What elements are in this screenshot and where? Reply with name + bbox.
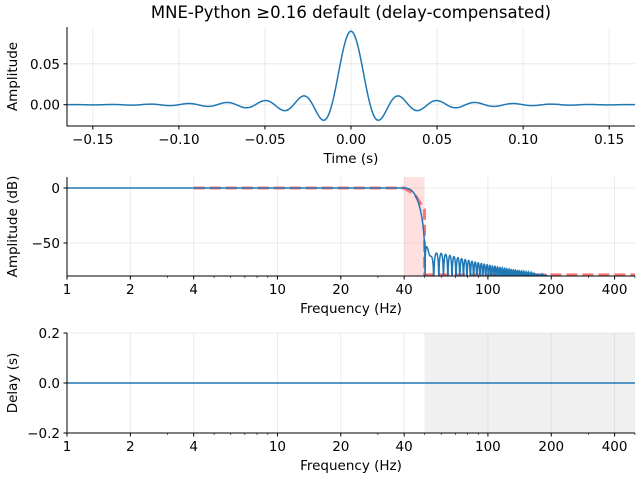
figure-title: MNE-Python ≥0.16 default (delay-compensa…: [151, 3, 551, 22]
y-axis-label: Amplitude (dB): [5, 176, 21, 278]
x-axis-label: Frequency (Hz): [300, 458, 402, 474]
y-tick-label: 0.00: [30, 98, 60, 114]
x-tick-label: −0.15: [72, 132, 113, 148]
x-tick-label: 100: [475, 439, 501, 455]
x-tick-label: 40: [396, 439, 413, 455]
y-tick-label: 0.2: [39, 326, 60, 342]
y-tick-label: 0: [51, 181, 60, 197]
x-tick-label: 0.00: [336, 132, 366, 148]
x-tick-label: 20: [332, 439, 349, 455]
x-tick-label: −0.10: [158, 132, 199, 148]
x-tick-label: 20: [332, 282, 349, 298]
shaded-band: [404, 177, 425, 276]
x-tick-label: 40: [396, 282, 413, 298]
x-tick-label: 4: [189, 282, 198, 298]
x-tick-label: 0.10: [508, 132, 538, 148]
axes-spine: [66, 27, 635, 127]
x-tick-label: 2: [126, 439, 135, 455]
x-tick-label: 100: [475, 282, 501, 298]
y-axis-label: Amplitude: [5, 42, 21, 111]
y-tick-label: 0.0: [39, 376, 60, 392]
y-tick-label: −50: [32, 236, 61, 252]
magnitude-response-axes: 1 2 4 10 20 40 100 200 400 −50 0 Frequency (Hz) Ampl…: [5, 176, 636, 317]
x-tick-label: 1: [63, 439, 72, 455]
x-tick-label: 10: [269, 439, 286, 455]
x-tick-label: 200: [538, 282, 564, 298]
impulse-response-line: [67, 30, 635, 122]
x-tick-label: −0.05: [244, 132, 285, 148]
axes-spine: [66, 177, 635, 277]
x-tick-label: 10: [269, 282, 286, 298]
x-tick-label: 4: [189, 439, 198, 455]
x-tick-label: 200: [538, 439, 564, 455]
delay-axes: 1 2 4 10 20 40 100 200 400 −0.2 0.0 0.2 Frequency (H…: [5, 326, 636, 474]
y-axis-label: Delay (s): [5, 353, 21, 414]
y-tick-label: −0.2: [27, 426, 60, 442]
x-tick-label: 400: [602, 282, 628, 298]
actual-response-line: [67, 187, 573, 276]
impulse-response-axes: −0.15 −0.10 −0.05 0.00 0.05 0.10 0.15 0.00 0.05 T…: [5, 27, 635, 167]
x-tick-label: 0.05: [422, 132, 452, 148]
x-tick-label: 2: [126, 282, 135, 298]
x-tick-label: 400: [602, 439, 628, 455]
x-axis-label: Frequency (Hz): [300, 301, 402, 317]
x-tick-label: 1: [63, 282, 72, 298]
y-tick-label: 0.05: [30, 57, 60, 73]
x-axis-label: Time (s): [323, 151, 379, 167]
x-tick-label: 0.15: [594, 132, 624, 148]
